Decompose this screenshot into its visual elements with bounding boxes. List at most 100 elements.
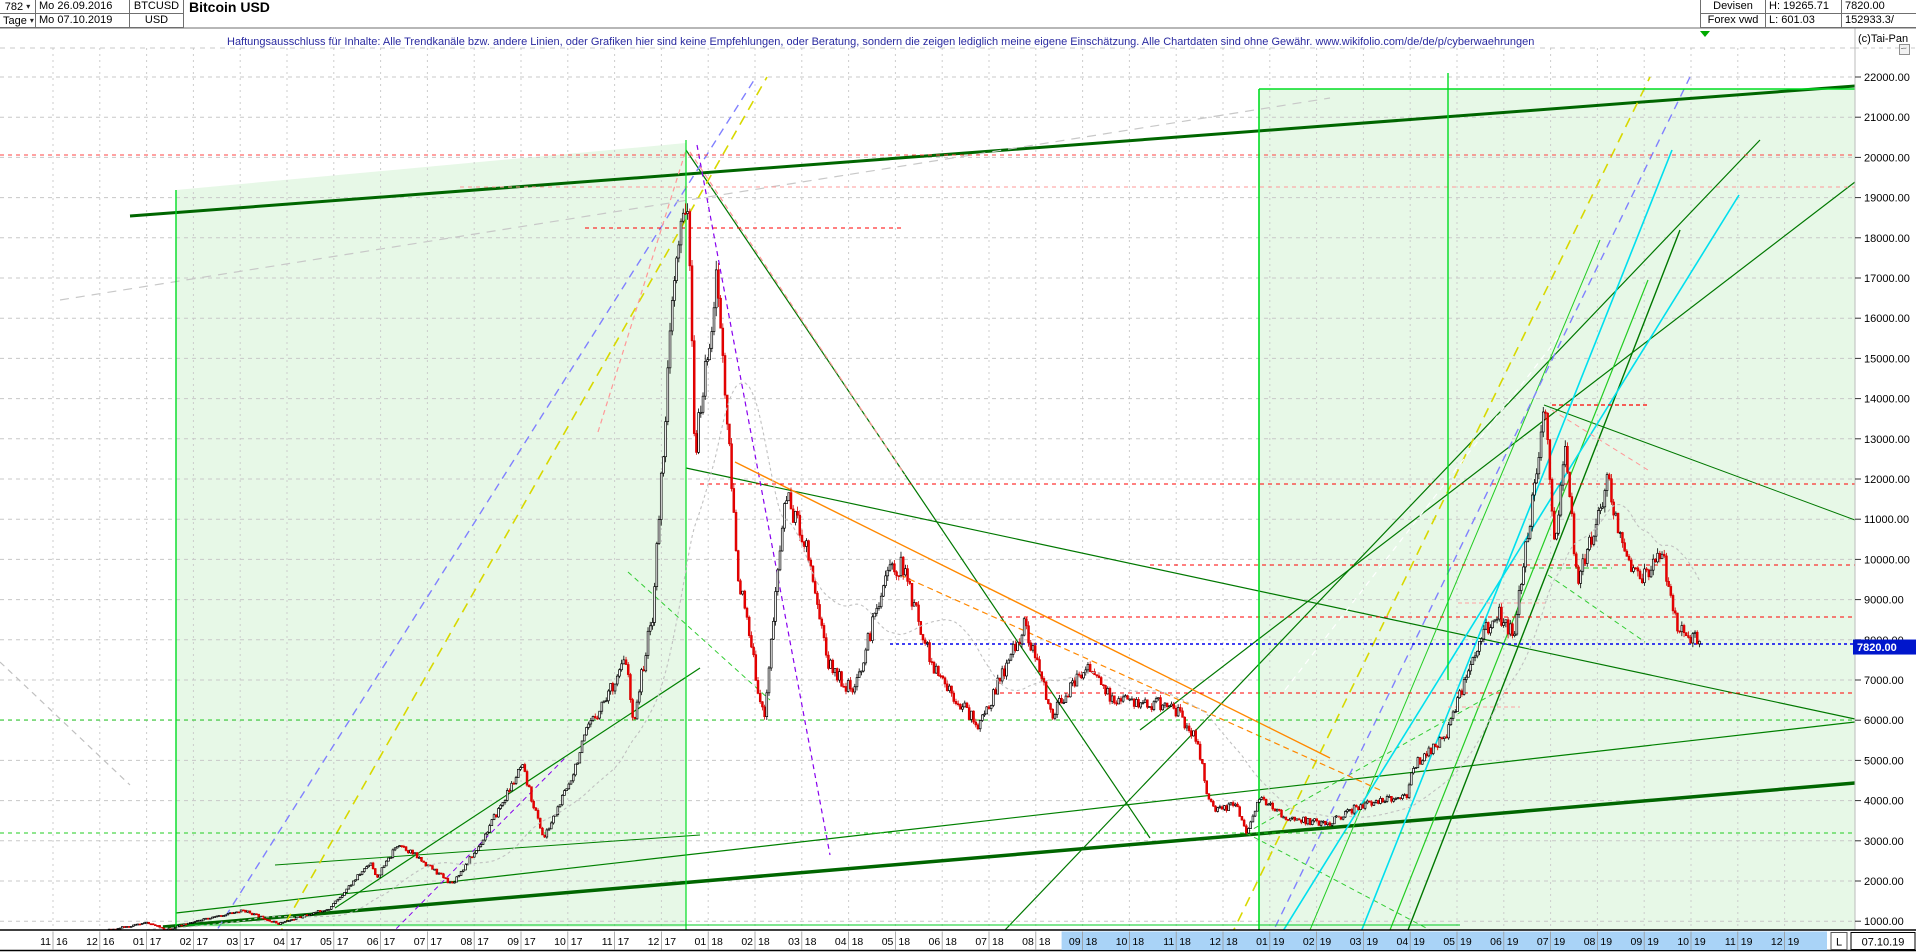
svg-text:19: 19 xyxy=(1788,936,1800,948)
svg-text:19000.00: 19000.00 xyxy=(1864,193,1910,205)
svg-text:1000.00: 1000.00 xyxy=(1864,916,1904,928)
last-date-box xyxy=(1850,932,1916,950)
svg-text:08: 08 xyxy=(461,936,473,948)
svg-text:7000.00: 7000.00 xyxy=(1864,675,1904,687)
marker-triangle-icon xyxy=(1700,31,1710,37)
svg-text:16000.00: 16000.00 xyxy=(1864,313,1910,325)
svg-text:18000.00: 18000.00 xyxy=(1864,233,1910,245)
currency: USD xyxy=(144,14,169,26)
period-label[interactable]: Tage xyxy=(3,15,27,27)
svg-text:10: 10 xyxy=(1116,936,1128,948)
date-to[interactable]: Mo 07.10.2019 xyxy=(39,14,113,26)
svg-text:19: 19 xyxy=(1460,936,1472,948)
trend-lines xyxy=(0,47,1855,930)
date-from[interactable]: Mo 26.09.2016 xyxy=(36,0,129,14)
moving-average-line xyxy=(138,382,1700,930)
chevron-down-icon[interactable]: ▾ xyxy=(29,16,34,25)
svg-text:09: 09 xyxy=(1069,936,1081,948)
current-price-badge xyxy=(1853,639,1916,655)
svg-text:17: 17 xyxy=(196,936,208,948)
last-price-cell: 7820.00 152933.3/ xyxy=(1842,0,1916,28)
svg-text:18: 18 xyxy=(1179,936,1191,948)
svg-text:12000.00: 12000.00 xyxy=(1864,474,1910,486)
price-axis[interactable]: 22000.00 21000.00 20000.00 19000.00 18000.00… xyxy=(1853,28,1916,930)
svg-text:02: 02 xyxy=(741,936,753,948)
svg-text:16: 16 xyxy=(103,936,115,948)
date-range-cell[interactable]: Mo 26.09.2016 Mo 07.10.2019 xyxy=(36,0,130,28)
svg-text:18: 18 xyxy=(711,936,723,948)
date-axis[interactable]: 11 16 12 16 01 17 02 17 03 17 04 17 05 17 06 17 07 17 08 17… xyxy=(0,929,1916,952)
svg-text:18: 18 xyxy=(992,936,1004,948)
svg-text:2000.00: 2000.00 xyxy=(1864,876,1904,888)
svg-text:12: 12 xyxy=(1771,936,1783,948)
svg-text:13000.00: 13000.00 xyxy=(1864,434,1910,446)
bars-count[interactable]: 782 xyxy=(4,1,24,13)
symbol-cell: BTCUSD USD xyxy=(130,0,184,28)
svg-text:06: 06 xyxy=(929,936,941,948)
svg-text:17: 17 xyxy=(477,936,489,948)
svg-text:17: 17 xyxy=(430,936,442,948)
svg-text:18: 18 xyxy=(1226,936,1238,948)
svg-text:18: 18 xyxy=(1039,936,1051,948)
svg-text:19: 19 xyxy=(1273,936,1285,948)
svg-text:19: 19 xyxy=(1413,936,1425,948)
svg-text:15000.00: 15000.00 xyxy=(1864,353,1910,365)
svg-text:19: 19 xyxy=(1741,936,1753,948)
candlesticks xyxy=(105,203,1701,930)
svg-text:03: 03 xyxy=(227,936,239,948)
svg-text:05: 05 xyxy=(1443,936,1455,948)
svg-text:10000.00: 10000.00 xyxy=(1864,554,1910,566)
high-value: H: 19265.71 xyxy=(1766,0,1841,14)
svg-text:06: 06 xyxy=(367,936,379,948)
symbol: BTCUSD xyxy=(130,0,183,14)
svg-text:19: 19 xyxy=(1647,936,1659,948)
svg-text:L: L xyxy=(1836,937,1842,949)
chevron-down-icon[interactable]: ▾ xyxy=(26,2,31,11)
svg-text:10: 10 xyxy=(1677,936,1689,948)
current-price-label: 7820.00 xyxy=(1857,642,1897,654)
svg-text:19: 19 xyxy=(1600,936,1612,948)
svg-text:21000.00: 21000.00 xyxy=(1864,112,1910,124)
svg-text:19: 19 xyxy=(1507,936,1519,948)
svg-text:04: 04 xyxy=(1397,936,1409,948)
svg-text:11: 11 xyxy=(40,936,51,948)
svg-text:11: 11 xyxy=(1163,936,1174,948)
bars-period-cell[interactable]: 782 ▾ Tage ▾ xyxy=(0,0,36,28)
svg-text:18: 18 xyxy=(758,936,770,948)
svg-text:18: 18 xyxy=(945,936,957,948)
svg-text:09: 09 xyxy=(1631,936,1643,948)
svg-text:17: 17 xyxy=(384,936,396,948)
svg-text:11000.00: 11000.00 xyxy=(1864,514,1909,526)
svg-text:05: 05 xyxy=(882,936,894,948)
svg-text:22000.00: 22000.00 xyxy=(1864,72,1910,84)
taipan-watermark: (c)Tai-Pan xyxy=(1858,33,1909,45)
svg-text:04: 04 xyxy=(273,936,285,948)
svg-text:17: 17 xyxy=(571,936,583,948)
page-title: Bitcoin USD xyxy=(189,0,270,13)
svg-text:07: 07 xyxy=(975,936,987,948)
plot-area xyxy=(0,47,1855,930)
svg-text:17: 17 xyxy=(337,936,349,948)
svg-text:01: 01 xyxy=(133,936,145,948)
svg-text:06: 06 xyxy=(1490,936,1502,948)
svg-text:18: 18 xyxy=(852,936,864,948)
svg-text:17: 17 xyxy=(664,936,676,948)
svg-text:01: 01 xyxy=(1256,936,1268,948)
svg-text:18: 18 xyxy=(1086,936,1098,948)
svg-text:17000.00: 17000.00 xyxy=(1864,273,1910,285)
svg-text:02: 02 xyxy=(1303,936,1315,948)
svg-text:16: 16 xyxy=(56,936,68,948)
disclaimer-text: Haftungsausschluss für Inhalte: Alle Tre… xyxy=(227,36,1535,48)
svg-text:03: 03 xyxy=(1350,936,1362,948)
svg-text:17: 17 xyxy=(618,936,630,948)
svg-text:3000.00: 3000.00 xyxy=(1864,836,1904,848)
svg-text:12: 12 xyxy=(86,936,98,948)
svg-text:17: 17 xyxy=(524,936,536,948)
exchange-label: Devisen xyxy=(1701,0,1765,14)
last-price: 7820.00 xyxy=(1842,0,1916,14)
svg-text:12: 12 xyxy=(1209,936,1221,948)
svg-text:09: 09 xyxy=(507,936,519,948)
svg-text:18: 18 xyxy=(1132,936,1144,948)
